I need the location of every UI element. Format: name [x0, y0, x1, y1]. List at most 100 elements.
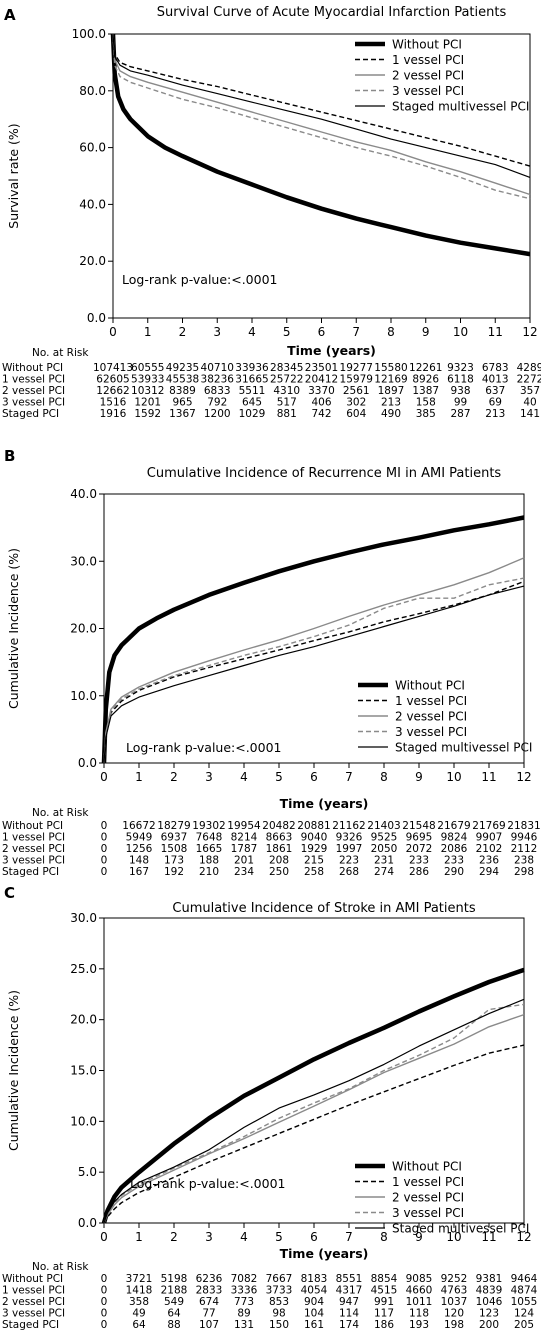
risk-cell: 201	[234, 855, 254, 867]
risk-cell: 8854	[371, 1273, 398, 1285]
risk-cell: 1997	[336, 843, 363, 855]
risk-cell: 233	[444, 855, 464, 867]
series-line	[101, 967, 525, 1224]
risk-cell: 124	[514, 1308, 534, 1320]
risk-cell: 5949	[126, 832, 153, 844]
legend-label: 3 vessel PCI	[392, 1206, 464, 1220]
risk-cell: 1055	[511, 1296, 538, 1308]
x-tick-label: 5	[275, 1230, 283, 1244]
x-tick-label: 12	[516, 770, 531, 784]
risk-cell: 268	[339, 866, 359, 878]
risk-cell: 4660	[406, 1285, 433, 1297]
log-rank-annotation: Log-rank p-value:<.0001	[122, 272, 278, 287]
risk-cell: 21403	[367, 820, 400, 832]
risk-table-header: No. at Risk	[32, 807, 89, 819]
x-tick-label: 0	[109, 325, 117, 339]
x-tick-label: 9	[415, 770, 423, 784]
risk-row-label: Staged PCI	[2, 866, 59, 878]
risk-cell: 965	[172, 397, 192, 409]
risk-cell: 6833	[204, 385, 231, 397]
risk-cell: 64	[132, 1319, 146, 1331]
risk-cell: 123	[479, 1308, 499, 1320]
x-tick-label: 5	[275, 770, 283, 784]
y-axis-label: Cumulative Incidence (%)	[6, 548, 21, 709]
risk-cell: 9946	[511, 832, 538, 844]
risk-cell: 0	[101, 1308, 108, 1320]
x-tick-label: 7	[345, 770, 353, 784]
risk-cell: 9525	[371, 832, 398, 844]
risk-cell: 853	[269, 1296, 289, 1308]
x-tick-label: 2	[170, 770, 178, 784]
risk-cell: 16672	[122, 820, 155, 832]
risk-cell: 10312	[131, 385, 164, 397]
x-tick-label: 1	[135, 1230, 143, 1244]
risk-cell: 2112	[511, 843, 538, 855]
y-tick-label: 100.0	[72, 27, 106, 41]
risk-cell: 2072	[406, 843, 433, 855]
series-line	[103, 1013, 525, 1224]
x-tick-label: 11	[488, 325, 503, 339]
risk-cell: 18279	[157, 820, 190, 832]
risk-row-label: 3 vessel PCI	[2, 1308, 65, 1320]
risk-row-label: 1 vessel PCI	[2, 1285, 65, 1297]
x-tick-label: 8	[380, 1230, 388, 1244]
chart-title: Cumulative Incidence of Recurrence MI in…	[147, 466, 502, 481]
risk-cell: 19277	[340, 362, 373, 374]
risk-cell: 0	[101, 866, 108, 878]
risk-cell: 1418	[126, 1285, 153, 1297]
y-tick-label: 20.0	[70, 622, 97, 636]
risk-cell: 114	[339, 1308, 359, 1320]
risk-cell: 3721	[126, 1273, 153, 1285]
risk-cell: 6783	[482, 362, 509, 374]
risk-cell: 773	[234, 1296, 254, 1308]
risk-cell: 6236	[196, 1273, 223, 1285]
risk-cell: 6937	[161, 832, 188, 844]
panel-b: B Cumulative Incidence of Recurrence MI i…	[2, 447, 541, 878]
risk-cell: 107	[199, 1319, 219, 1331]
x-axis-label: Time (years)	[287, 343, 376, 358]
risk-cell: 19302	[192, 820, 225, 832]
risk-cell: 31665	[235, 374, 268, 386]
x-tick-label: 0	[100, 1230, 108, 1244]
x-tick-label: 1	[144, 325, 152, 339]
x-tick-label: 9	[415, 1230, 423, 1244]
x-tick-label: 5	[283, 325, 291, 339]
risk-cell: 1897	[378, 385, 405, 397]
risk-cell: 215	[304, 855, 324, 867]
risk-cell: 549	[164, 1296, 184, 1308]
risk-cell: 1011	[406, 1296, 433, 1308]
chart-title: Survival Curve of Acute Myocardial Infar…	[157, 5, 507, 20]
risk-cell: 49235	[166, 362, 199, 374]
risk-cell: 23501	[305, 362, 338, 374]
risk-cell: 2833	[196, 1285, 223, 1297]
risk-cell: 8551	[336, 1273, 363, 1285]
risk-cell: 0	[101, 820, 108, 832]
x-tick-label: 12	[522, 325, 537, 339]
risk-cell: 107413	[93, 362, 133, 374]
risk-cell: 213	[381, 397, 401, 409]
risk-cell: 9695	[406, 832, 433, 844]
risk-cell: 9085	[406, 1273, 433, 1285]
risk-cell: 8926	[412, 374, 439, 386]
risk-cell: 200	[479, 1319, 499, 1331]
risk-row-label: Without PCI	[2, 820, 63, 832]
risk-cell: 4054	[301, 1285, 328, 1297]
risk-cell: 120	[444, 1308, 464, 1320]
risk-cell: 904	[304, 1296, 324, 1308]
series-line	[103, 585, 525, 764]
risk-cell: 2050	[371, 843, 398, 855]
y-tick-label: 80.0	[79, 84, 106, 98]
y-tick-label: 20.0	[70, 1013, 97, 1027]
risk-cell: 2188	[161, 1285, 188, 1297]
series-line	[103, 580, 525, 764]
risk-cell: 4515	[371, 1285, 398, 1297]
risk-cell: 9464	[511, 1273, 538, 1285]
risk-cell: 302	[346, 397, 366, 409]
log-rank-annotation: Log-rank p-value:<.0001	[130, 1176, 286, 1191]
risk-cell: 2086	[441, 843, 468, 855]
x-tick-label: 6	[318, 325, 326, 339]
